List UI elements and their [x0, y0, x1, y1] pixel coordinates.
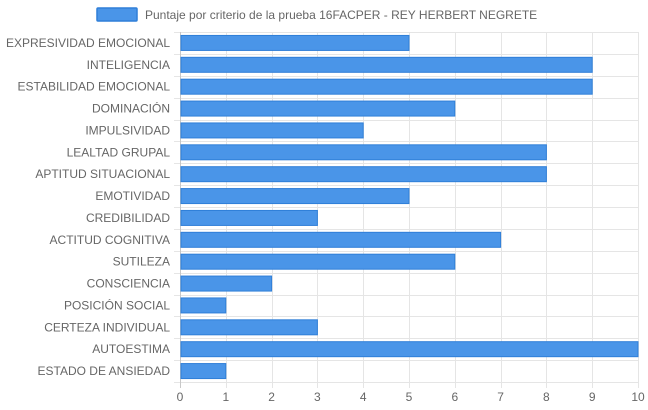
- category-label: LEALTAD GRUPAL: [67, 145, 171, 159]
- x-tick-label: 6: [451, 390, 458, 404]
- category-label: DOMINACIÓN: [92, 101, 170, 116]
- bar[interactable]: [180, 253, 456, 270]
- bar[interactable]: [180, 341, 639, 358]
- category-label: CONSCIENCIA: [87, 277, 170, 291]
- category-label: EXPRESIVIDAD EMOCIONAL: [6, 36, 170, 50]
- category-label: SUTILEZA: [113, 255, 170, 269]
- bar[interactable]: [180, 144, 547, 161]
- bar[interactable]: [180, 166, 547, 183]
- category-label: APTITUD SITUACIONAL: [35, 167, 170, 181]
- x-tick-label: 0: [177, 390, 184, 404]
- x-tick-label: 5: [406, 390, 413, 404]
- x-tick-label: 8: [543, 390, 550, 404]
- category-label: POSICIÓN SOCIAL: [64, 297, 170, 312]
- category-label: CERTEZA INDIVIDUAL: [44, 320, 170, 334]
- category-label: ESTABILIDAD EMOCIONAL: [18, 80, 171, 94]
- bars: [180, 34, 639, 380]
- bar[interactable]: [180, 275, 273, 292]
- legend[interactable]: Puntaje por criterio de la prueba 16FACP…: [96, 7, 537, 22]
- bar[interactable]: [180, 188, 410, 205]
- bar[interactable]: [180, 363, 227, 380]
- bar[interactable]: [180, 56, 593, 73]
- legend-swatch: [96, 7, 138, 22]
- x-tick-label: 7: [497, 390, 504, 404]
- x-tick-label: 1: [222, 390, 229, 404]
- category-label: AUTOESTIMA: [92, 342, 170, 356]
- category-label: IMPULSIVIDAD: [85, 123, 170, 137]
- x-tick-label: 10: [631, 390, 645, 404]
- bar[interactable]: [180, 231, 502, 248]
- x-tick-label: 2: [268, 390, 275, 404]
- category-label: ACTITUD COGNITIVA: [50, 233, 170, 247]
- category-label: CREDIBILIDAD: [86, 211, 170, 225]
- bar[interactable]: [180, 34, 410, 51]
- category-labels: EXPRESIVIDAD EMOCIONAL INTELIGENCIA ESTABI…: [6, 36, 170, 378]
- bar[interactable]: [180, 297, 227, 314]
- bar[interactable]: [180, 319, 318, 336]
- x-tick-label: 9: [589, 390, 596, 404]
- legend-label: Puntaje por criterio de la prueba 16FACP…: [145, 8, 537, 22]
- x-tick-label: 4: [360, 390, 367, 404]
- x-tick-label: 3: [314, 390, 321, 404]
- bar[interactable]: [180, 100, 456, 117]
- x-tick-labels: 0 1 2 3 4 5 6 7 8 9 10: [177, 390, 645, 404]
- bar[interactable]: [180, 209, 318, 226]
- bar[interactable]: [180, 122, 364, 139]
- bar[interactable]: [180, 78, 593, 95]
- category-label: EMOTIVIDAD: [95, 189, 170, 203]
- category-label: ESTADO DE ANSIEDAD: [38, 364, 171, 378]
- category-label: INTELIGENCIA: [87, 58, 170, 72]
